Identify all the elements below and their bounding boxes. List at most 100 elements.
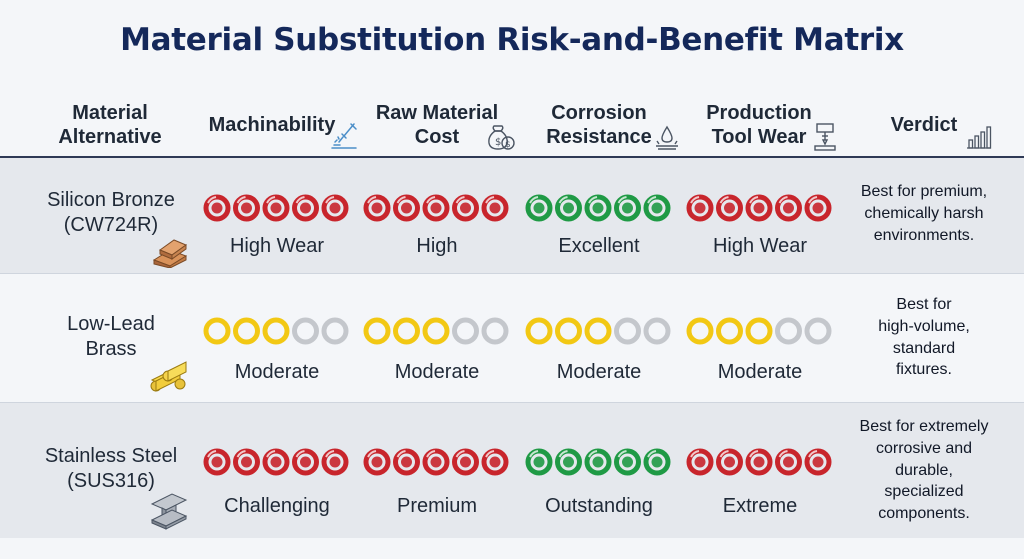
rating-circle-filled	[555, 317, 582, 345]
rating-circle-empty	[643, 317, 671, 345]
rating-circle-filled	[745, 194, 773, 222]
bar-chart-icon	[967, 126, 992, 149]
rating-circle-empty	[614, 317, 641, 345]
rating-circle-filled	[203, 317, 231, 345]
rating-circle-filled	[804, 194, 832, 222]
rating-circle-filled	[614, 194, 641, 222]
rating-label: Moderate	[394, 361, 480, 383]
svg-text:$: $	[495, 137, 501, 148]
rating-circle-filled	[525, 317, 553, 345]
rating-label: Premium	[396, 495, 477, 517]
rating-label: Moderate	[234, 361, 320, 383]
rating-circle-filled	[393, 317, 420, 345]
header-corrosion-resistance: Corrosion Resistance	[546, 101, 652, 148]
rating-circle-filled	[363, 448, 391, 476]
rating-circle-filled	[775, 448, 802, 476]
rating-circles	[362, 316, 512, 346]
rating-circles	[202, 316, 352, 346]
header-production-tool-wear: Production Tool Wear	[706, 101, 812, 148]
header-raw-material-cost: Raw Material Cost	[375, 101, 499, 148]
rating-label: Challenging	[224, 495, 330, 517]
rating-label: Excellent	[558, 235, 640, 257]
rating-circle-empty	[452, 317, 479, 345]
rating-label: High Wear	[229, 235, 325, 257]
rating-circle-filled	[452, 194, 479, 222]
rating-circle-filled	[393, 448, 420, 476]
rating-circle-filled	[775, 194, 802, 222]
rating-circle-filled	[716, 317, 743, 345]
table-header: Material Alternative Machinability Raw Ma…	[0, 94, 1024, 156]
header-machinability: Machinability	[208, 113, 336, 136]
rating-circle-filled	[716, 448, 743, 476]
rating-circles	[524, 316, 674, 346]
rating-circle-empty	[804, 317, 832, 345]
rating-circles	[685, 447, 835, 477]
rating-circle-filled	[292, 194, 319, 222]
verdict-text: Best for extremely corrosive and durable, s…	[859, 418, 989, 522]
rating-circle-empty	[775, 317, 802, 345]
header-material-alternative: Material Alternative	[58, 101, 162, 148]
rating-circle-filled	[321, 194, 349, 222]
steel-beam-icon	[150, 493, 188, 530]
rating-label: Extreme	[722, 495, 798, 517]
rating-circle-filled	[363, 194, 391, 222]
rating-circles	[685, 193, 835, 223]
rating-circle-filled	[481, 448, 509, 476]
header-divider	[0, 156, 1024, 158]
rating-circle-filled	[643, 194, 671, 222]
row-divider	[0, 402, 1024, 403]
rating-circle-filled	[422, 317, 450, 345]
rating-circle-filled	[452, 448, 479, 476]
rating-circle-filled	[716, 194, 743, 222]
drill-press-icon	[814, 123, 836, 151]
row-divider	[0, 273, 1024, 274]
verdict-text: Best for premium, chemically harsh environ…	[860, 183, 988, 244]
rating-circle-filled	[233, 194, 260, 222]
material-name: Low-Lead Brass	[67, 313, 155, 360]
material-name: Silicon Bronze (CW724R)	[47, 189, 175, 236]
rating-circle-filled	[262, 317, 290, 345]
rating-circles	[685, 316, 835, 346]
rating-circle-filled	[481, 194, 509, 222]
rating-label: Outstanding	[545, 495, 653, 517]
rating-circle-filled	[686, 448, 714, 476]
rating-circle-filled	[422, 448, 450, 476]
rating-circle-filled	[643, 448, 671, 476]
rating-circle-filled	[804, 448, 832, 476]
rating-circle-filled	[525, 448, 553, 476]
rating-circle-filled	[584, 317, 612, 345]
rating-circle-empty	[321, 317, 349, 345]
rating-label: High	[416, 235, 458, 257]
rating-circle-filled	[686, 194, 714, 222]
rating-circles	[524, 193, 674, 223]
rating-circle-filled	[262, 448, 290, 476]
rating-circle-filled	[555, 194, 582, 222]
rating-circle-filled	[745, 448, 773, 476]
verdict-text: Best for high-volume, standard fixtures.	[878, 296, 970, 379]
rating-circle-filled	[584, 194, 612, 222]
page-title: Material Substitution Risk-and-Benefit M…	[120, 22, 904, 58]
money-bag-icon: $ $	[488, 125, 515, 150]
rating-label: Moderate	[717, 361, 803, 383]
rating-circles	[362, 447, 512, 477]
rating-circles	[362, 193, 512, 223]
svg-text:$: $	[505, 140, 511, 150]
rating-circle-filled	[321, 448, 349, 476]
rating-circle-filled	[422, 194, 450, 222]
rating-circle-filled	[203, 194, 231, 222]
rating-circle-filled	[393, 194, 420, 222]
rating-circle-filled	[292, 448, 319, 476]
rating-circle-empty	[292, 317, 319, 345]
material-name: Stainless Steel (SUS316)	[44, 445, 178, 492]
rating-circle-filled	[233, 448, 260, 476]
bronze-ingot-icon	[152, 239, 188, 268]
rating-circles	[202, 193, 352, 223]
rating-label: High Wear	[712, 235, 808, 257]
rating-label: Moderate	[556, 361, 642, 383]
rating-circle-filled	[262, 194, 290, 222]
milling-tool-icon	[331, 123, 357, 149]
rating-circle-filled	[614, 448, 641, 476]
rating-circle-filled	[233, 317, 260, 345]
rating-circle-filled	[203, 448, 231, 476]
rating-circles	[202, 447, 352, 477]
